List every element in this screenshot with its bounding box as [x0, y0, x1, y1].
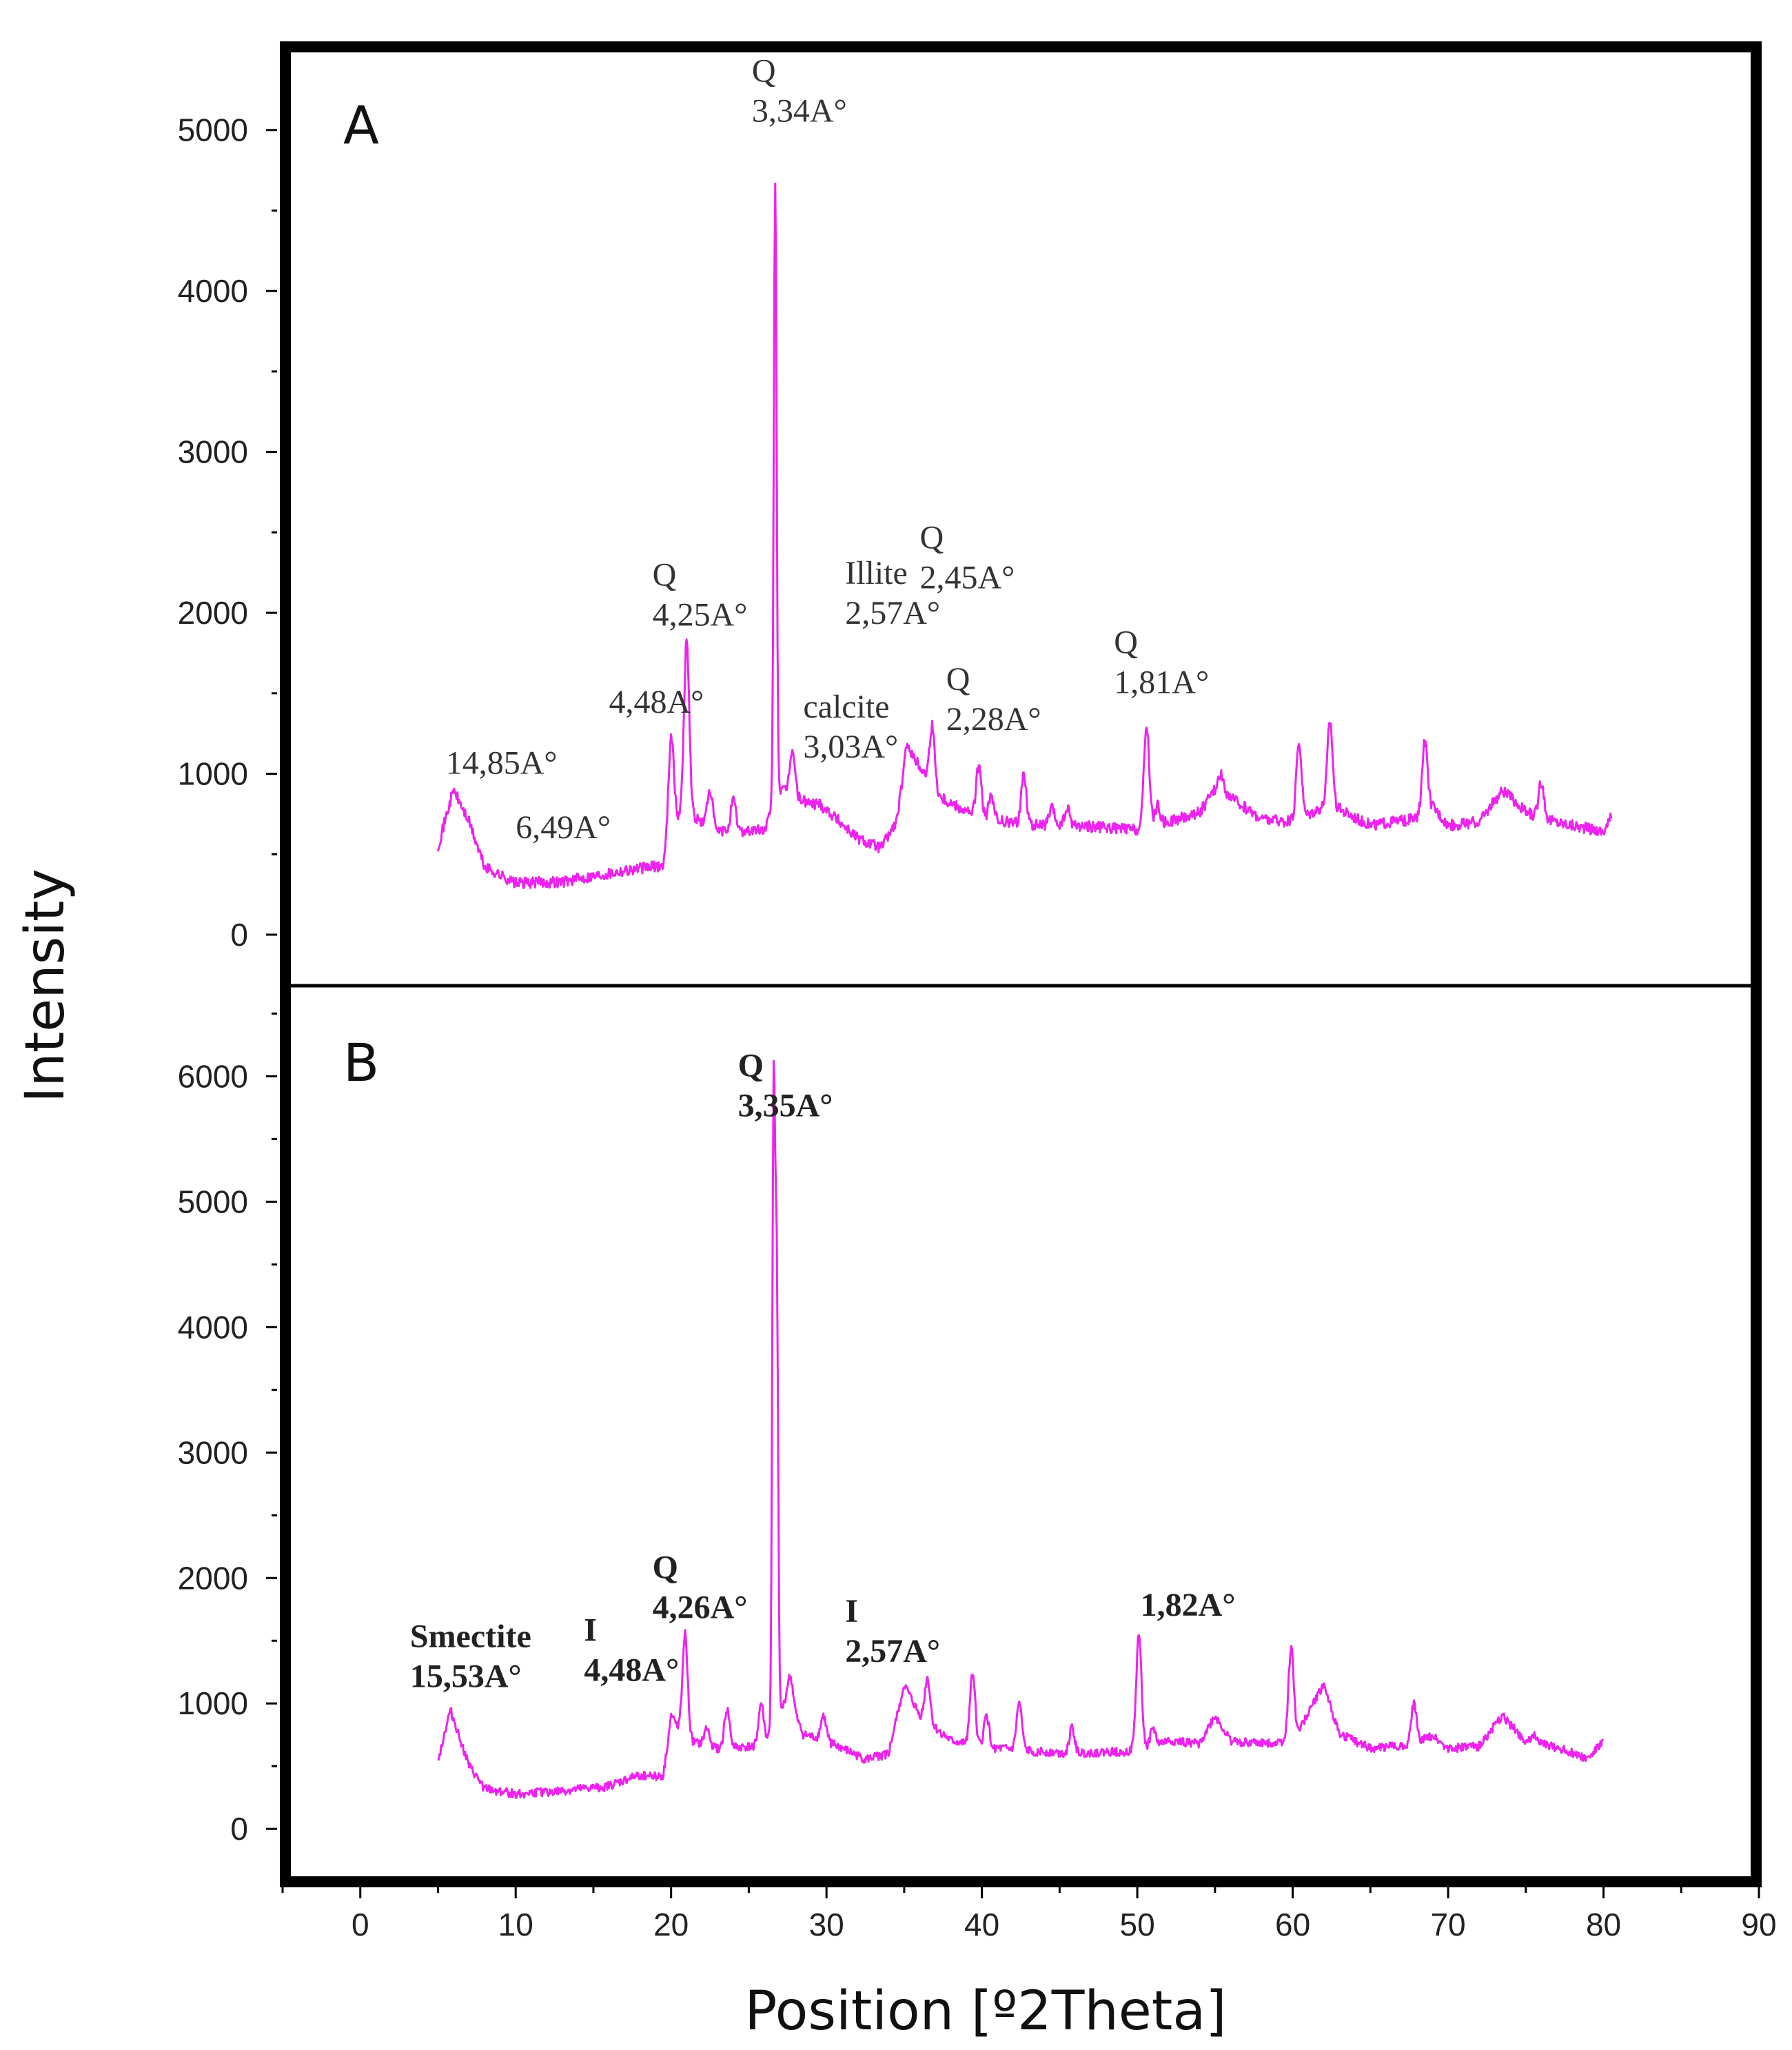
y-tick-label: 3000 [178, 434, 248, 470]
peak-annotation: Q [653, 1549, 678, 1585]
panel-b-letter: B [343, 1032, 379, 1093]
y-tick-label: 0 [230, 1811, 248, 1847]
y-tick-label: 4000 [178, 1309, 248, 1345]
y-tick-label: 1000 [178, 756, 248, 792]
peak-annotation: 2,28A° [946, 701, 1041, 738]
x-tick-label: 80 [1586, 1907, 1621, 1942]
peak-point [972, 1672, 973, 1673]
x-tick-label: 90 [1741, 1907, 1776, 1942]
peak-annotation: Smectite [410, 1618, 531, 1654]
panel-a-letter: A [343, 94, 379, 156]
plot-frame [280, 41, 1762, 1887]
y-axis-title: Intensity [14, 869, 77, 1103]
x-tick-label: 10 [498, 1907, 533, 1942]
y-tick-label: 2000 [178, 595, 248, 631]
peak-annotation: Illite [845, 555, 908, 591]
y-tick-label: 6000 [178, 1058, 248, 1094]
peak-annotation: 4,25A° [653, 596, 748, 633]
peak-annotation: 14,85A° [446, 745, 558, 782]
panel-b-annotations: Smectite15,53A°I4,48A°Q4,26A°Q3,35A°I2,5… [410, 1047, 1236, 1694]
x-axis-title: Position [º2Theta] [744, 1980, 1226, 2042]
peak-annotation: I [584, 1612, 597, 1648]
panel-a-y-axis: 0 1000 2000 3000 4000 5000 [178, 112, 277, 953]
peak-annotation: 2,45A° [919, 560, 1015, 596]
x-tick-label: 30 [809, 1907, 844, 1942]
x-tick-label: 50 [1120, 1907, 1155, 1942]
panel-b-trace [437, 1059, 1605, 1799]
peak-annotation: 1,81A° [1114, 664, 1209, 700]
xrd-series-line [437, 182, 1613, 889]
y-tick-label: 4000 [178, 273, 248, 309]
peak-annotation: Q [738, 1047, 764, 1084]
peak-annotation: 2,57A° [845, 1633, 940, 1670]
peak-annotation: 3,34A° [752, 93, 847, 130]
panel-a-trace [437, 178, 1613, 889]
y-tick-label: 5000 [178, 1184, 248, 1219]
panel-a-annotations: 14,85A°6,49A°4,48A°Q4,25A°Q3,34A°calcite… [446, 53, 1209, 846]
peak-annotation: 3,03A° [803, 729, 898, 765]
x-tick-label: 40 [964, 1907, 999, 1942]
y-tick-label: 5000 [178, 112, 248, 148]
x-axis: 0 10 20 30 40 50 60 70 80 90 [281, 1885, 1777, 1942]
peak-annotation: Q [752, 53, 776, 90]
peak-annotation: 3,35A° [738, 1087, 833, 1124]
y-tick-label: 0 [230, 917, 248, 953]
panel-b: 0 1000 2000 3000 4000 5000 6000 Smectite 15,53A… [178, 1012, 1605, 1847]
peak-point [775, 178, 776, 179]
x-tick-label: 20 [653, 1907, 689, 1942]
y-tick-label: 3000 [178, 1434, 248, 1470]
peak-annotation: calcite [803, 689, 889, 725]
x-tick-label: 70 [1430, 1907, 1465, 1942]
x-tick-label: 0 [352, 1907, 369, 1942]
peak-annotation: 4,26A° [653, 1589, 748, 1625]
peak-annotation: Q [1114, 624, 1138, 660]
y-tick-label: 2000 [178, 1560, 248, 1596]
peak-annotation: 2,57A° [845, 595, 940, 631]
peak-annotation: 15,53A° [410, 1658, 522, 1694]
peak-annotation: 4,48A° [609, 684, 704, 720]
peak-point [1330, 720, 1331, 721]
peak-annotation: Q [946, 661, 970, 698]
peak-annotation: Q [919, 520, 944, 556]
peak-annotation: 6,49A° [516, 809, 611, 846]
panel-a: 0 1000 2000 3000 4000 5000 14,85A° 6,49A° 4,48A… [178, 53, 1613, 953]
peak-point [1146, 724, 1148, 726]
peak-annotation: Q [653, 556, 677, 593]
xrd-series-line [437, 1059, 1605, 1799]
peak-annotation: 1,82A° [1141, 1587, 1236, 1623]
peak-point [906, 741, 908, 742]
x-tick-label: 60 [1275, 1907, 1310, 1942]
peak-annotation: I [845, 1593, 858, 1630]
peak-annotation: 4,48A° [584, 1652, 679, 1688]
y-tick-label: 1000 [178, 1685, 248, 1721]
panel-b-y-axis: 0 1000 2000 3000 4000 5000 6000 [178, 1012, 277, 1847]
peak-point [1299, 741, 1300, 742]
